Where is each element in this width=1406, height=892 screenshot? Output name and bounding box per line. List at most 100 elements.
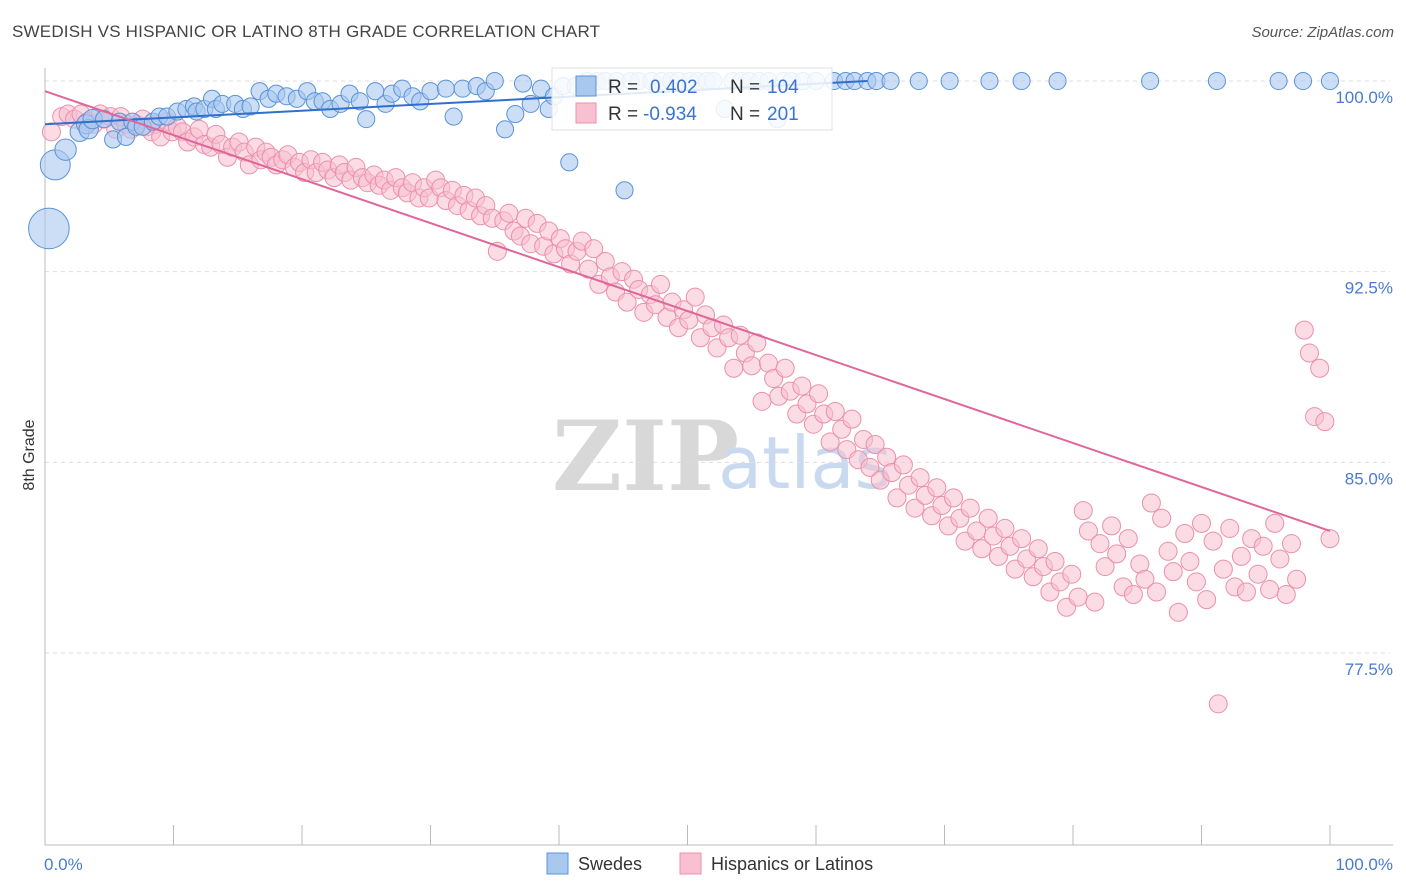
hispanic-point bbox=[1012, 529, 1032, 549]
swedes-point bbox=[1141, 71, 1160, 91]
hispanics-legend-swatch bbox=[575, 102, 597, 124]
hispanic-point bbox=[1203, 531, 1223, 551]
hispanic-point bbox=[927, 478, 947, 498]
tick-labels: 100.0% 92.5% 85.0% 77.5% 0.0% 100.0% bbox=[44, 88, 1393, 874]
x-tick-label-0: 0.0% bbox=[44, 855, 83, 874]
swedes-point bbox=[1320, 71, 1340, 91]
swedes-n-label: N = bbox=[730, 77, 760, 98]
swedes-point bbox=[444, 107, 463, 126]
swedes-r-value: 0.402 bbox=[650, 77, 698, 98]
hispanic-point bbox=[1158, 541, 1178, 561]
hispanics-series-label: Hispanics or Latinos bbox=[711, 854, 873, 874]
hispanic-point bbox=[792, 376, 812, 396]
hispanic-point bbox=[1310, 358, 1330, 378]
hispanic-point bbox=[1186, 572, 1206, 592]
hispanic-point bbox=[1315, 412, 1335, 432]
hispanic-point bbox=[893, 455, 913, 475]
hispanic-point bbox=[1248, 564, 1268, 584]
hispanic-point bbox=[1073, 501, 1093, 521]
swedes-point bbox=[980, 71, 999, 91]
hispanic-point bbox=[887, 488, 907, 508]
swedes-point bbox=[909, 71, 928, 91]
hispanic-point bbox=[1192, 513, 1211, 533]
y-tick-label-0: 100.0% bbox=[1335, 88, 1393, 107]
hispanic-point bbox=[1078, 521, 1098, 541]
hispanic-point bbox=[1118, 529, 1138, 549]
hispanic-point bbox=[995, 518, 1015, 538]
hispanic-point bbox=[1095, 557, 1115, 577]
swedes-point bbox=[1293, 71, 1313, 91]
hispanic-point bbox=[1236, 582, 1256, 602]
hispanic-point bbox=[825, 401, 845, 421]
y-tick-label-1: 92.5% bbox=[1345, 279, 1393, 298]
hispanic-point bbox=[1163, 562, 1183, 582]
hispanic-point bbox=[1260, 579, 1280, 599]
axes bbox=[44, 68, 1393, 846]
hispanic-point bbox=[905, 498, 925, 518]
hispanic-points bbox=[41, 104, 1340, 714]
hispanic-point bbox=[910, 468, 930, 488]
swedes-point bbox=[1012, 71, 1031, 91]
hispanic-point bbox=[860, 457, 880, 477]
hispanic-point bbox=[752, 391, 772, 411]
x-tick-label-1: 100.0% bbox=[1335, 855, 1393, 874]
swedes-r-label: R = bbox=[608, 77, 638, 98]
hispanic-point bbox=[1147, 582, 1167, 602]
swedes-point bbox=[513, 74, 533, 93]
series-legend: Swedes Hispanics or Latinos bbox=[546, 852, 873, 875]
hispanic-point bbox=[41, 122, 61, 142]
hispanic-point bbox=[1045, 551, 1065, 571]
stats-legend: R = 0.402 N = 104 R = -0.934 N = 201 bbox=[551, 67, 833, 131]
hispanic-point bbox=[1123, 585, 1143, 605]
swedes-point bbox=[28, 207, 70, 250]
hispanic-point bbox=[1180, 551, 1200, 571]
hispanic-point bbox=[1028, 539, 1048, 559]
hispanic-point bbox=[960, 498, 980, 518]
swedes-point bbox=[350, 92, 369, 111]
hispanic-point bbox=[972, 539, 992, 559]
swedes-point bbox=[241, 97, 260, 116]
hispanic-point bbox=[1265, 513, 1285, 533]
hispanic-point bbox=[1276, 585, 1296, 605]
swedes-point bbox=[485, 71, 504, 91]
y-tick-label-2: 85.0% bbox=[1345, 469, 1393, 488]
swedes-point bbox=[1048, 71, 1067, 91]
hispanic-point bbox=[1135, 569, 1155, 589]
hispanic-point bbox=[685, 287, 705, 307]
hispanic-point bbox=[1168, 602, 1188, 622]
y-tick-label-3: 77.5% bbox=[1345, 660, 1393, 679]
hispanic-point bbox=[1085, 592, 1105, 612]
hispanic-point bbox=[499, 203, 519, 223]
hispanics-n-value: 201 bbox=[767, 104, 799, 125]
hispanic-point bbox=[1062, 564, 1082, 584]
swedes-n-value: 104 bbox=[767, 77, 799, 98]
chart-title: SWEDISH VS HISPANIC OR LATINO 8TH GRADE … bbox=[12, 22, 601, 41]
swedes-point bbox=[1207, 71, 1226, 91]
hispanic-point bbox=[809, 384, 829, 404]
stats-legend-box bbox=[551, 67, 833, 131]
hispanic-point bbox=[943, 488, 963, 508]
hispanic-point bbox=[1213, 559, 1233, 579]
swedes-series-label: Swedes bbox=[578, 854, 642, 874]
swedes-point bbox=[421, 82, 440, 101]
hispanic-point bbox=[1090, 534, 1110, 554]
hispanic-point bbox=[1068, 587, 1088, 607]
hispanics-series-swatch bbox=[679, 852, 702, 875]
swedes-point bbox=[615, 181, 634, 200]
swedes-point bbox=[54, 138, 77, 161]
hispanic-point bbox=[724, 358, 744, 378]
swedes-series-swatch bbox=[546, 852, 569, 875]
hispanic-point bbox=[584, 239, 604, 259]
hispanics-r-label: R = bbox=[608, 104, 638, 125]
hispanic-point bbox=[1152, 508, 1172, 528]
hispanic-point bbox=[1270, 549, 1290, 569]
hispanic-point bbox=[842, 409, 862, 429]
hispanic-point bbox=[1141, 493, 1161, 513]
hispanic-point bbox=[1107, 544, 1127, 564]
hispanic-point bbox=[1299, 343, 1319, 363]
chart-source: Source: ZipAtlas.com bbox=[1251, 24, 1394, 41]
swedes-point bbox=[495, 120, 515, 139]
hispanic-trend-line bbox=[44, 90, 1331, 532]
watermark-zip: ZIP bbox=[552, 400, 739, 513]
